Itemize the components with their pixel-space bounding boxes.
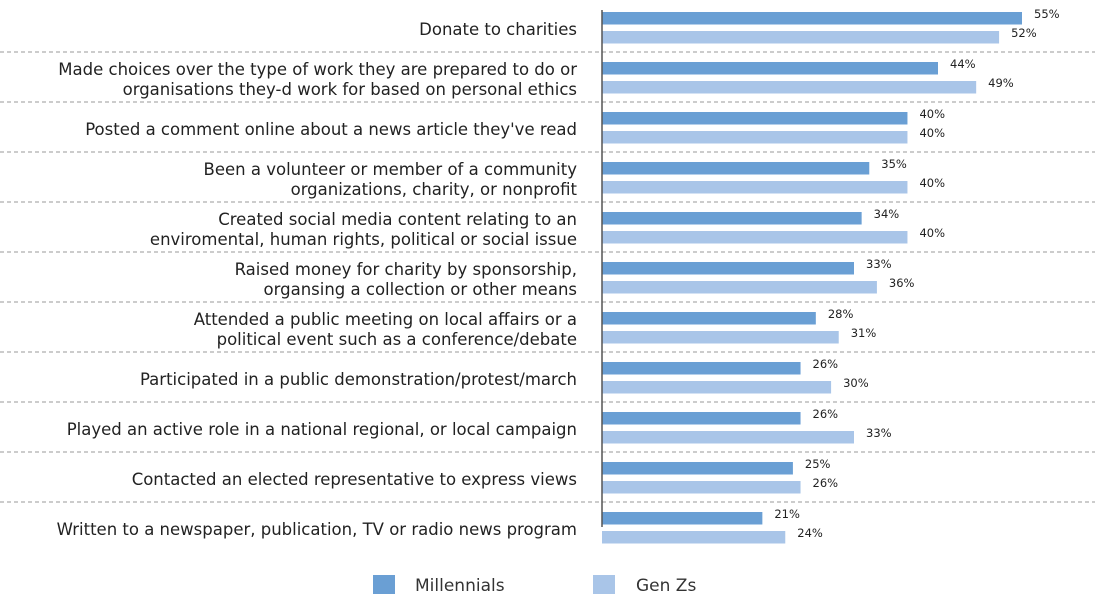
value-labels: 55% 52% 44% 49% 40% 40% 35% 40% 34% 40% 33% 36% 28% 3…: [774, 7, 1059, 540]
bars: [602, 12, 1022, 544]
category-label: Raised money for charity by sponsorship,: [235, 260, 577, 279]
value-label: 35%: [881, 157, 907, 171]
category-label: Participated in a public demonstration/p…: [140, 370, 577, 389]
bar-millennials: [602, 12, 1022, 25]
value-label: 26%: [813, 476, 839, 490]
legend-swatch-gen-zs: [593, 575, 615, 594]
category-label: Written to a newspaper, publication, TV …: [57, 520, 577, 539]
legend-label-gen-zs: Gen Zs: [636, 576, 696, 595]
value-label: 55%: [1034, 7, 1060, 21]
bar-gen-zs: [602, 31, 1000, 44]
category-label: Made choices over the type of work they …: [58, 60, 577, 79]
bar-gen-zs: [602, 331, 839, 344]
value-label: 40%: [919, 126, 945, 140]
bar-gen-zs: [602, 531, 786, 544]
value-label: 49%: [988, 76, 1014, 90]
category-label: organizations, charity, or nonprofit: [291, 180, 578, 199]
value-label: 24%: [797, 526, 823, 540]
value-label: 36%: [889, 276, 915, 290]
bar-millennials: [602, 362, 801, 375]
value-label: 21%: [774, 507, 800, 521]
value-label: 52%: [1011, 26, 1037, 40]
value-label: 40%: [919, 176, 945, 190]
category-labels: Donate to charities Made choices over the…: [57, 20, 578, 539]
category-label: enviromental, human rights, political or…: [150, 230, 577, 249]
bar-millennials: [602, 62, 938, 75]
value-label: 33%: [866, 257, 892, 271]
bar-millennials: [602, 512, 763, 525]
category-label: Played an active role in a national regi…: [67, 420, 577, 439]
value-label: 28%: [828, 307, 854, 321]
bar-gen-zs: [602, 431, 854, 444]
bar-gen-zs: [602, 481, 801, 494]
value-label: 40%: [919, 107, 945, 121]
category-label: Attended a public meeting on local affai…: [194, 310, 577, 329]
bar-millennials: [602, 462, 793, 475]
value-label: 34%: [874, 207, 900, 221]
category-label: political event such as a conference/deb…: [217, 330, 577, 349]
bar-millennials: [602, 312, 816, 325]
row-separators: [0, 51, 1095, 503]
bar-millennials: [602, 412, 801, 425]
category-label: Created social media content relating to…: [218, 210, 577, 229]
category-label: organsing a collection or other means: [264, 280, 577, 299]
bar-gen-zs: [602, 381, 832, 394]
value-label: 26%: [813, 357, 839, 371]
legend: Millennials Gen Zs: [373, 575, 696, 595]
legend-label-millennials: Millennials: [415, 576, 505, 595]
bar-gen-zs: [602, 81, 977, 94]
value-label: 26%: [813, 407, 839, 421]
bar-millennials: [602, 162, 870, 175]
bar-gen-zs: [602, 131, 908, 144]
category-label: organisations they-d work for based on p…: [123, 80, 577, 99]
category-label: Been a volunteer or member of a communit…: [204, 160, 578, 179]
value-label: 30%: [843, 376, 869, 390]
category-label: Donate to charities: [419, 20, 577, 39]
bar-millennials: [602, 212, 862, 225]
value-label: 33%: [866, 426, 892, 440]
value-label: 44%: [950, 57, 976, 71]
bar-gen-zs: [602, 181, 908, 194]
category-label: Posted a comment online about a news art…: [85, 120, 577, 139]
legend-swatch-millennials: [373, 575, 395, 594]
category-label: Contacted an elected representative to e…: [132, 470, 577, 489]
bar-gen-zs: [602, 231, 908, 244]
value-label: 40%: [919, 226, 945, 240]
bar-gen-zs: [602, 281, 877, 294]
value-label: 31%: [851, 326, 877, 340]
bar-millennials: [602, 112, 908, 125]
bar-millennials: [602, 262, 854, 275]
value-label: 25%: [805, 457, 831, 471]
